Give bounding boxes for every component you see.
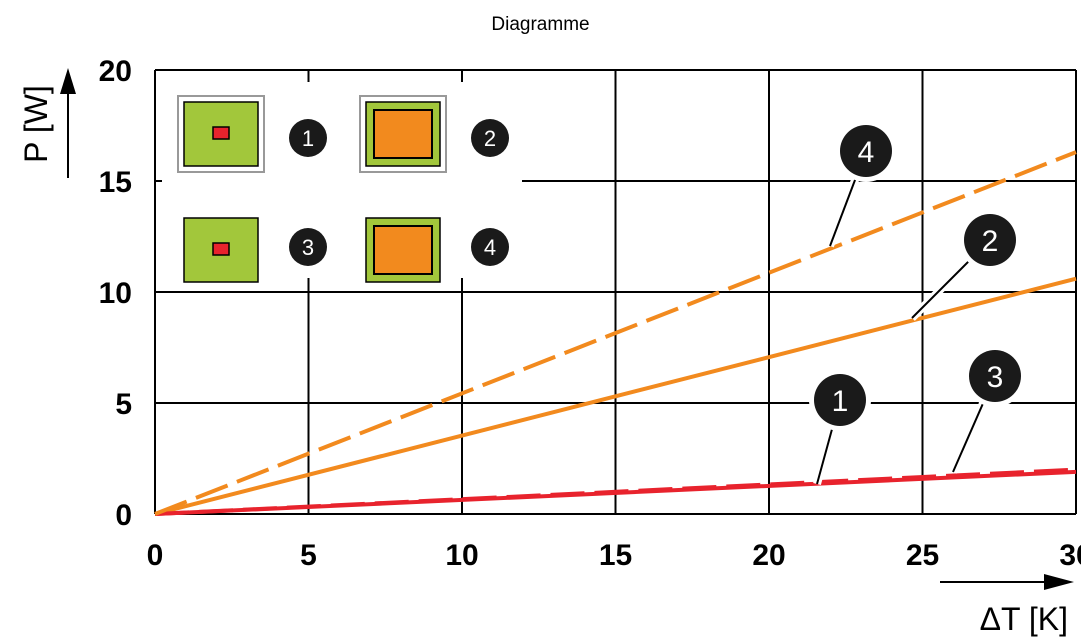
y-tick-label: 0 — [115, 499, 132, 532]
y-tick-label: 10 — [99, 277, 132, 310]
legend: 1 2 3 4 — [162, 82, 522, 283]
annotation-label: 4 — [858, 136, 875, 169]
legend-marker-circle — [289, 228, 327, 266]
x-tick-label: 15 — [599, 539, 632, 572]
legend-marker-label: 1 — [302, 126, 314, 151]
series-layer — [154, 150, 1077, 516]
legend-swatch-inner — [373, 109, 433, 159]
legend-entry-4: 4 — [365, 217, 509, 283]
series-line-4 — [154, 150, 1077, 516]
legend-marker-label: 3 — [302, 235, 314, 260]
legend-frame — [359, 95, 447, 173]
legend-marker-label: 2 — [484, 126, 496, 151]
x-tick-label: 10 — [445, 539, 478, 572]
annotation-3: 3 — [949, 345, 1026, 474]
annotation-4: 4 — [826, 120, 897, 248]
series-line-2 — [154, 276, 1077, 516]
y-tick-label: 5 — [115, 388, 132, 421]
legend-marker-label: 4 — [484, 235, 496, 260]
annotations: 1 2 3 4 — [809, 120, 1026, 486]
annotation-circle — [840, 125, 892, 177]
annotation-label: 1 — [832, 385, 849, 418]
x-tick-label: 5 — [300, 539, 317, 572]
annotation-1: 1 — [809, 369, 871, 486]
legend-swatch-inner — [212, 242, 230, 256]
annotation-label: 3 — [987, 361, 1004, 394]
series-line-3 — [154, 467, 1077, 516]
annotation-circle — [814, 374, 866, 426]
x-tick-label: 0 — [147, 539, 164, 572]
annotation-label: 2 — [982, 225, 999, 258]
grid — [154, 69, 1077, 515]
x-tick-label: 20 — [752, 539, 785, 572]
legend-frame — [177, 95, 265, 173]
x-axis-label: ΔT [K] — [980, 601, 1068, 637]
legend-marker-circle — [289, 119, 327, 157]
legend-entry-3: 3 — [183, 217, 327, 283]
y-tick-label: 20 — [99, 55, 132, 88]
x-tick-label: 25 — [906, 539, 939, 572]
legend-entry-2: 2 — [359, 95, 509, 173]
chart-title: Diagramme — [491, 14, 590, 35]
legend-swatch-inner — [373, 225, 433, 275]
legend-marker-circle — [471, 119, 509, 157]
legend-entry-1: 1 — [177, 95, 327, 173]
y-tick-label: 15 — [99, 166, 132, 199]
legend-marker-circle — [471, 228, 509, 266]
legend-swatch-inner — [212, 126, 230, 140]
y-axis-arrow-head — [60, 68, 76, 94]
annotation-circle — [969, 350, 1021, 402]
y-axis-label: P [W] — [18, 85, 54, 163]
tick-labels: 0 5 10 15 20 25 30 0 5 10 15 20 — [99, 55, 1081, 572]
annotation-circle — [964, 214, 1016, 266]
x-tick-label: 30 — [1059, 539, 1081, 572]
x-axis-arrow-head — [1044, 574, 1074, 590]
annotation-2: 2 — [909, 209, 1021, 321]
